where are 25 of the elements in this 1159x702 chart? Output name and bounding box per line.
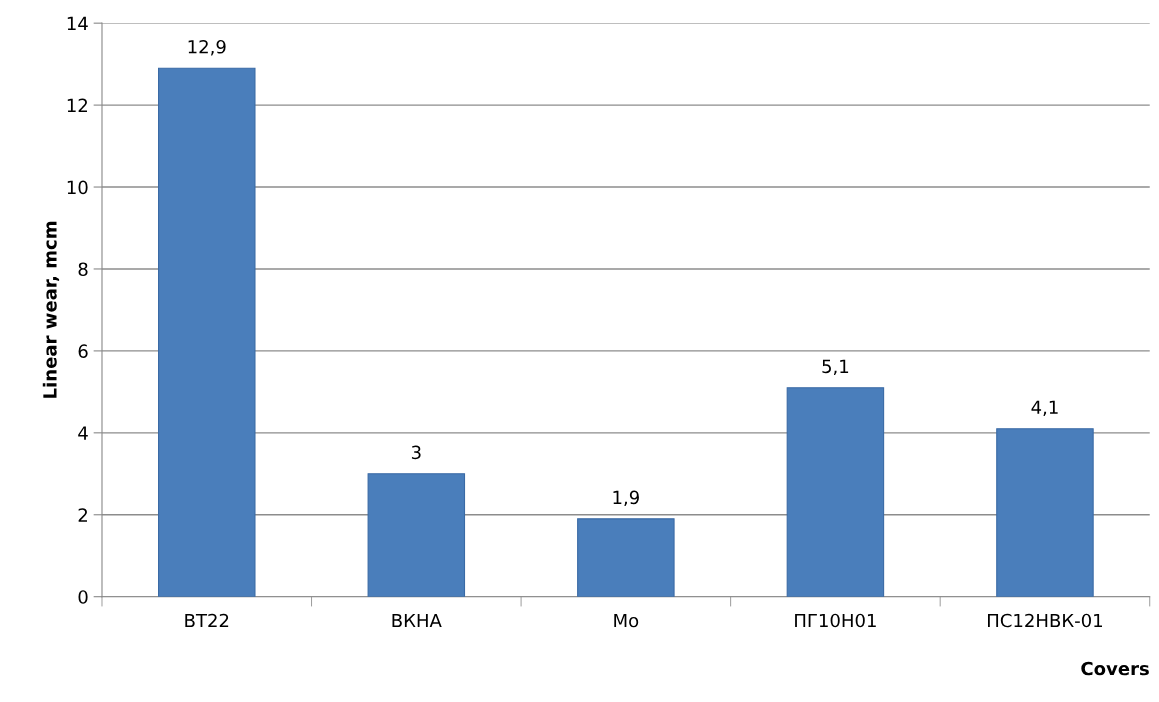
bar: [996, 428, 1094, 597]
y-tick-label: 6: [78, 344, 88, 359]
bar: [786, 387, 885, 597]
data-label: 5,1: [822, 359, 849, 375]
y-tick-label: 12: [67, 98, 87, 112]
y-tick-label: 0: [78, 590, 88, 604]
y-tick-label: 14: [67, 16, 88, 31]
bar: [367, 473, 466, 597]
x-tick-label: ВТ22: [185, 613, 229, 628]
data-label: 1,9: [613, 490, 639, 507]
y-tick-label: 10: [67, 180, 88, 195]
x-tick-label: ПГ10Н01: [795, 613, 876, 628]
data-label: 12,9: [188, 39, 226, 56]
x-axis-title: Covers: [1081, 661, 1149, 676]
y-tick-label: 2: [78, 508, 87, 522]
x-tick-label: ПС12НВК-01: [988, 613, 1102, 628]
y-axis-title: Linear wear, mcm: [42, 221, 60, 398]
bar: [158, 67, 256, 597]
x-tick-label: Mo: [614, 613, 639, 628]
y-tick-label: 8: [78, 262, 88, 277]
data-label: 3: [411, 445, 421, 460]
bar: [577, 518, 675, 597]
data-label: 4,1: [1031, 400, 1058, 416]
x-tick-label: ВКНА: [392, 613, 442, 628]
y-tick-label: 4: [78, 426, 88, 440]
